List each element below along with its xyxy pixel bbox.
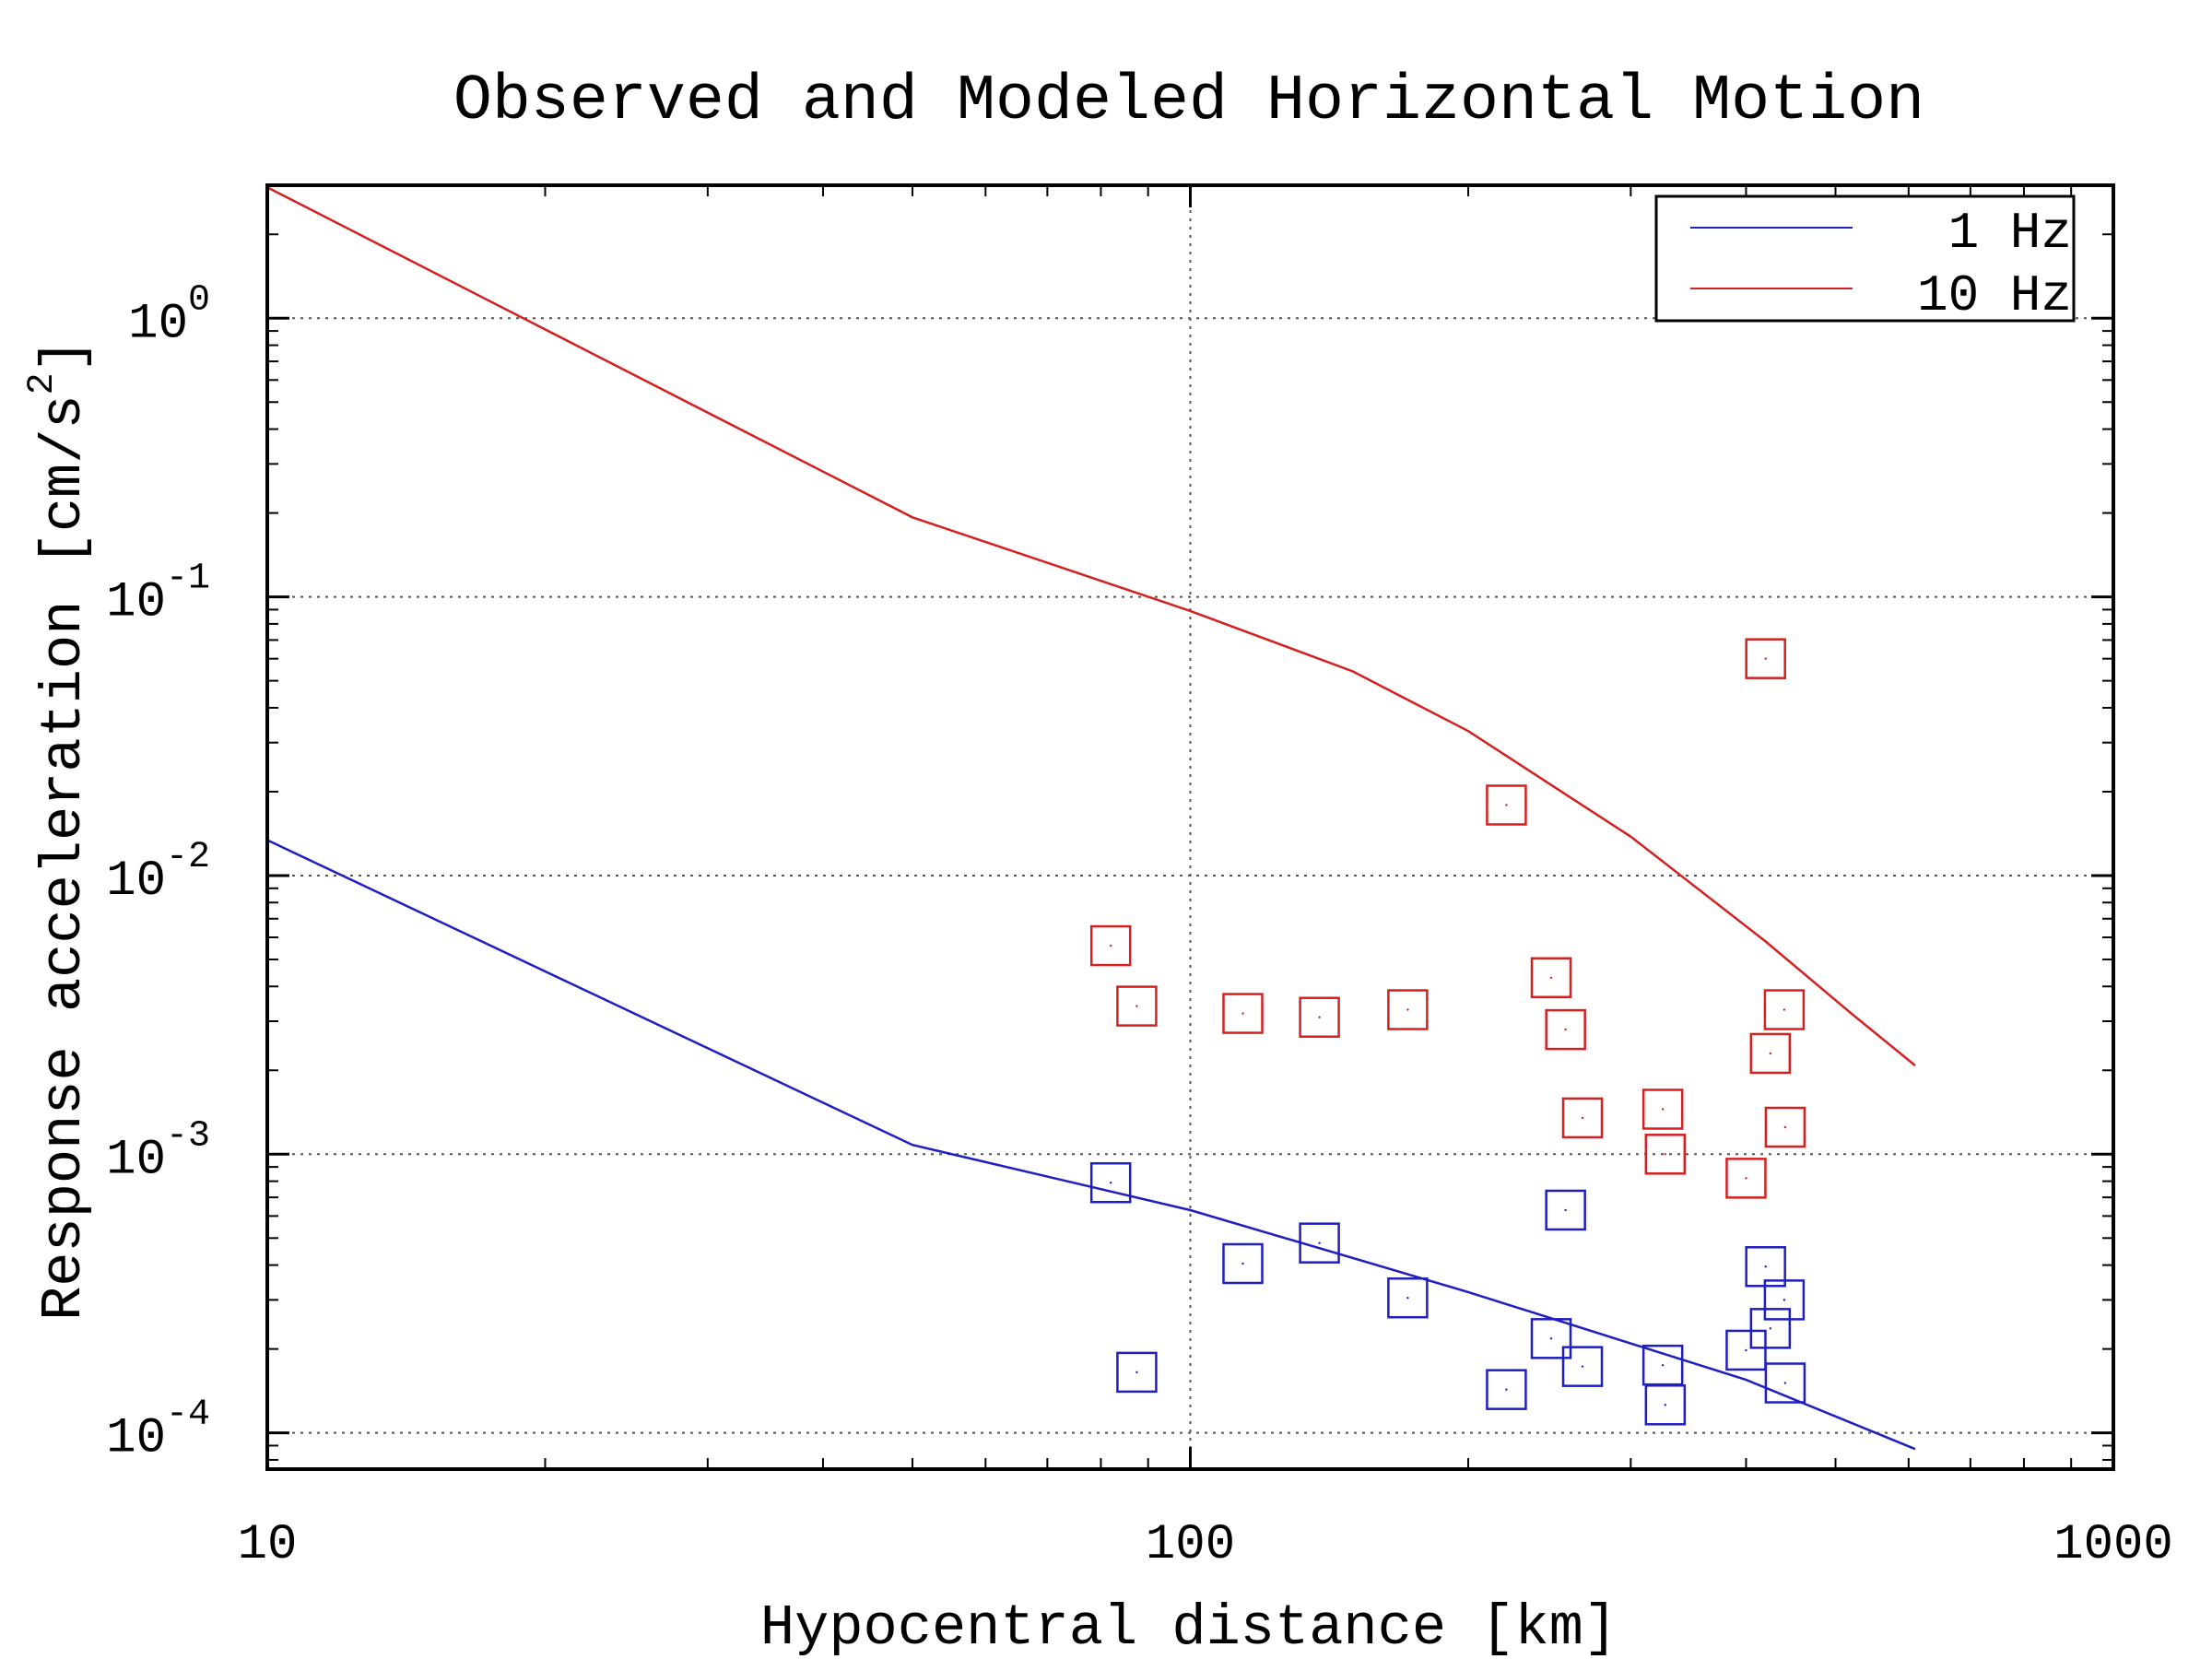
y-tick-label: 10-3 [106, 1115, 210, 1188]
legend-label-1hz: 1 Hz [1948, 204, 2072, 263]
observed-point-center-10hz [1764, 657, 1767, 660]
observed-point-10hz [1545, 1008, 1586, 1051]
observed-point-10hz [1387, 989, 1429, 1030]
observed-point-10hz [1764, 1106, 1806, 1148]
observed-point-10hz [1561, 1097, 1604, 1139]
observed-point-10hz [1486, 784, 1527, 826]
observed-points [1089, 638, 1806, 1426]
observed-point-1hz [1764, 1362, 1806, 1404]
y-tick-label-exponent: -4 [166, 1394, 210, 1436]
observed-point-10hz [1763, 989, 1806, 1030]
y-tick-label-exponent: 0 [188, 279, 210, 321]
observed-point-10hz [1749, 1032, 1792, 1075]
observed-point-center-1hz [1581, 1365, 1584, 1368]
observed-point-1hz [1299, 1222, 1340, 1264]
observed-point-1hz [1530, 1318, 1572, 1359]
observed-point-center-1hz [1664, 1404, 1667, 1406]
y-tick-label-exponent: -1 [166, 559, 210, 600]
chart-title: Observed and Modeled Horizontal Motion [453, 65, 1924, 138]
y-tick-label-exponent: -3 [166, 1115, 210, 1157]
observed-point-10hz [1299, 996, 1340, 1038]
observed-point-10hz [1089, 924, 1132, 967]
y-tick-label-base: 10 [106, 1132, 166, 1188]
observed-point-center-1hz [1505, 1388, 1508, 1391]
observed-point-center-10hz [1109, 944, 1112, 947]
observed-point-center-1hz [1241, 1262, 1244, 1265]
x-tick-label: 1000 [2053, 1517, 2173, 1573]
observed-point-1hz [1387, 1277, 1429, 1319]
y-tick-label-exponent: -2 [166, 837, 210, 878]
observed-point-center-1hz [1783, 1382, 1787, 1384]
observed-point-1hz [1222, 1242, 1264, 1285]
observed-point-10hz [1530, 957, 1572, 999]
observed-point-1hz [1116, 1351, 1158, 1394]
observed-point-center-1hz [1764, 1265, 1767, 1268]
observed-point-1hz [1089, 1161, 1132, 1204]
y-tick-label-base: 10 [106, 575, 166, 631]
observed-point-center-10hz [1661, 1108, 1665, 1111]
model-lines [266, 186, 1916, 1451]
model-line-1hz [266, 839, 1916, 1451]
observed-point-center-10hz [1318, 1016, 1321, 1018]
observed-point-center-1hz [1549, 1337, 1553, 1340]
plot-frame [265, 183, 2115, 1471]
observed-point-10hz [1745, 638, 1786, 679]
y-tick-label: 10-2 [106, 837, 210, 910]
y-tick-label: 10-1 [106, 559, 210, 631]
observed-point-center-1hz [1135, 1371, 1138, 1374]
observed-point-10hz [1644, 1134, 1687, 1175]
observed-point-1hz [1763, 1279, 1806, 1321]
model-line-10hz [266, 186, 1916, 1067]
observed-point-10hz [1116, 985, 1158, 1027]
observed-point-center-1hz [1109, 1182, 1112, 1184]
grid [267, 185, 2113, 1469]
observed-point-1hz [1725, 1329, 1767, 1371]
y-axis-label-superscript: 2 [22, 372, 64, 394]
legend-box [1654, 194, 2076, 323]
observed-point-center-10hz [1783, 1008, 1786, 1011]
observed-point-center-10hz [1769, 1052, 1772, 1055]
observed-point-1hz [1644, 1384, 1687, 1426]
observed-point-center-10hz [1581, 1116, 1584, 1120]
observed-point-center-1hz [1406, 1297, 1409, 1300]
observed-point-10hz [1725, 1158, 1767, 1199]
observed-point-center-10hz [1745, 1177, 1747, 1180]
y-axis-label-end: ] [31, 338, 97, 372]
observed-point-center-1hz [1745, 1348, 1747, 1352]
observed-point-center-1hz [1783, 1299, 1786, 1301]
observed-point-1hz [1561, 1346, 1604, 1387]
observed-point-center-10hz [1241, 1012, 1244, 1015]
observed-point-center-10hz [1564, 1028, 1567, 1031]
x-tick-label: 100 [1146, 1517, 1235, 1573]
x-tick-label: 10 [238, 1517, 298, 1573]
legend-label-10hz: 10 Hz [1917, 266, 2072, 325]
x-tick-labels: 10 100 1000 [238, 1517, 2173, 1573]
observed-point-center-1hz [1661, 1363, 1665, 1367]
observed-point-10hz [1641, 1088, 1684, 1130]
y-axis-label-main: Response acceleration [cm/s [31, 394, 97, 1321]
observed-point-10hz [1222, 993, 1264, 1034]
observed-point-center-1hz [1769, 1327, 1772, 1330]
observed-point-center-10hz [1406, 1008, 1409, 1011]
y-tick-label-base: 10 [106, 853, 166, 910]
legend: 1 Hz 10 Hz [1654, 194, 2076, 325]
observed-point-center-10hz [1135, 1005, 1138, 1007]
observed-point-center-10hz [1505, 804, 1508, 806]
y-tick-label-base: 10 [106, 1411, 166, 1467]
observed-point-1hz [1545, 1189, 1586, 1231]
observed-point-center-1hz [1564, 1208, 1567, 1212]
y-tick-label: 100 [128, 279, 210, 352]
x-axis-label: Hypocentral distance [km] [760, 1595, 1618, 1659]
observed-point-center-10hz [1783, 1125, 1787, 1129]
observed-point-center-1hz [1318, 1241, 1321, 1244]
y-tick-label-base: 10 [128, 296, 188, 352]
observed-point-1hz [1486, 1369, 1527, 1410]
observed-point-1hz [1749, 1308, 1792, 1349]
observed-point-center-10hz [1549, 976, 1553, 979]
observed-point-center-10hz [1664, 1153, 1667, 1156]
y-tick-label: 10-4 [106, 1394, 210, 1467]
y-axis-label: Response acceleration [cm/s2] [22, 338, 97, 1321]
